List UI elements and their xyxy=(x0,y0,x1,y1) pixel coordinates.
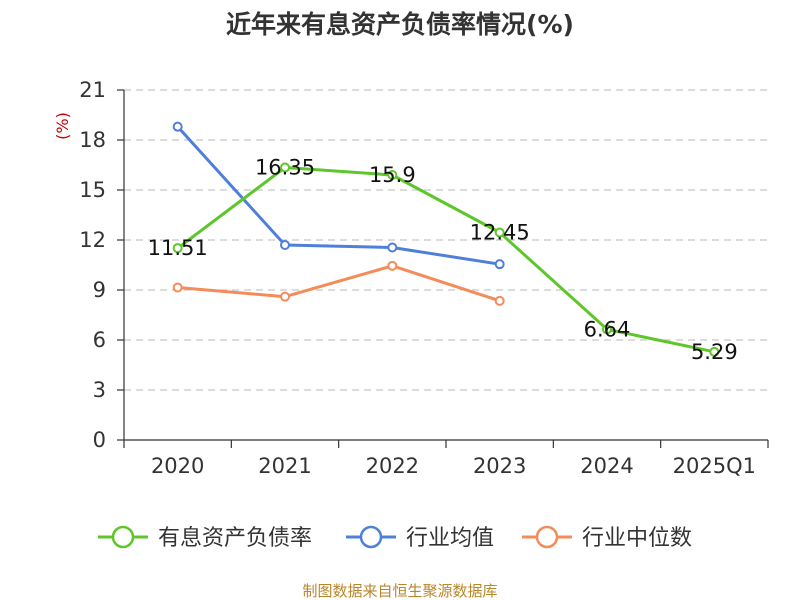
series-line-2 xyxy=(177,264,501,303)
grid-layer xyxy=(124,89,768,391)
series-point-2 xyxy=(387,260,398,271)
series-point-0 xyxy=(494,227,505,238)
data-label: 6.64 xyxy=(584,317,631,341)
series-point-2 xyxy=(494,295,505,306)
series-point-1 xyxy=(280,240,290,250)
data-label: 11.51 xyxy=(148,236,208,260)
series-point-2 xyxy=(280,291,290,302)
y-tick-label: 0 xyxy=(93,428,106,452)
y-tick-label: 6 xyxy=(93,328,106,352)
legend-label: 行业中位数 xyxy=(582,526,692,551)
source-note: 制图数据来自恒生聚源数据库 xyxy=(302,582,497,600)
x-tick-label: 2022 xyxy=(366,454,419,478)
series-point-0 xyxy=(387,170,398,180)
y-tick-label: 12 xyxy=(79,228,106,252)
axis-layer: 0 3 6 9 12 15 18 21 2020 2021 2022 2023 2024 2025Q1 xyxy=(79,78,769,478)
data-label: 12.45 xyxy=(470,221,530,245)
series-point-1 xyxy=(494,259,505,270)
legend: 有息资产负债率 行业均值 行业中位数 xyxy=(98,525,692,551)
legend-swatch-marker xyxy=(359,525,383,549)
series-point-1 xyxy=(172,121,183,132)
data-label: 5.29 xyxy=(691,340,738,364)
x-tick-label: 2023 xyxy=(473,454,526,478)
series-line-0 xyxy=(176,166,715,354)
data-label: 15.9 xyxy=(369,163,416,187)
x-tick-label: 2021 xyxy=(258,454,311,478)
series-point-0 xyxy=(172,243,183,254)
y-tick-label: 15 xyxy=(79,178,106,202)
series-point-0 xyxy=(602,324,612,335)
series-line-1 xyxy=(176,125,500,266)
x-tick-label: 2025Q1 xyxy=(673,454,756,478)
data-label-layer: 11.51 16.35 15.9 12.45 6.64 5.29 xyxy=(148,156,738,364)
y-axis-unit: (%) xyxy=(53,112,72,140)
series-point-0 xyxy=(280,162,290,173)
y-tick-label: 18 xyxy=(79,128,106,152)
data-label: 16.35 xyxy=(255,156,315,180)
x-tick-label: 2020 xyxy=(151,454,204,478)
series-point-0 xyxy=(709,346,720,357)
series-point-2 xyxy=(172,282,183,293)
y-tick-label: 21 xyxy=(79,78,106,102)
legend-label: 有息资产负债率 xyxy=(158,526,312,551)
series-layer xyxy=(172,121,720,357)
legend-swatch-marker xyxy=(111,525,135,549)
y-tick-label: 3 xyxy=(93,378,106,402)
legend-swatch-marker xyxy=(535,525,559,549)
series-point-1 xyxy=(387,242,398,253)
chart-title: 近年来有息资产负债率情况(%) xyxy=(226,10,574,39)
x-tick-label: 2024 xyxy=(580,454,633,478)
legend-label: 行业均值 xyxy=(406,526,494,551)
y-tick-label: 9 xyxy=(93,278,106,302)
